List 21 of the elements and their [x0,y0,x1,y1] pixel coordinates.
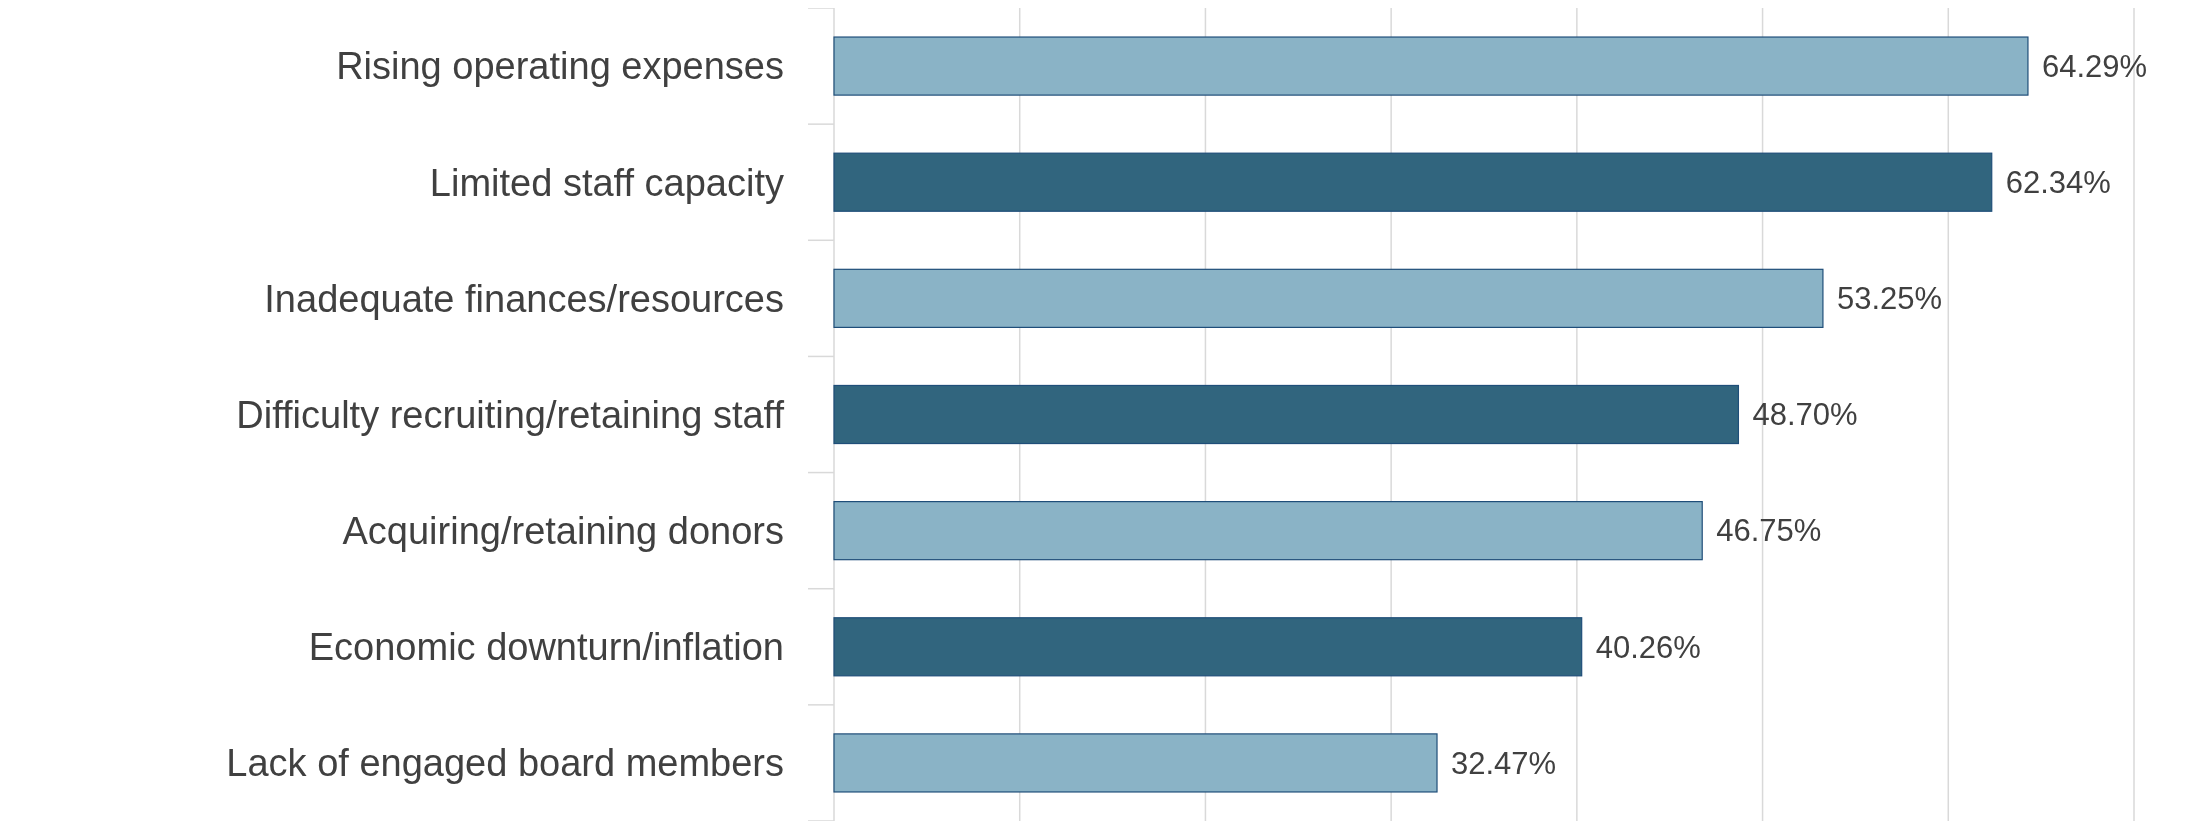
data-label: 40.26% [1595,629,1701,665]
bar [833,384,1740,445]
data-label: 64.29% [2041,48,2148,84]
bar [833,733,1438,793]
data-label: 62.34% [2005,165,2111,201]
y-tick-label: Economic downturn/inflation [308,626,784,669]
data-label: 48.70% [1752,397,1858,433]
y-tick-label: Inadequate finances/resources [264,277,784,320]
y-tick-label: Difficulty recruiting/retaining staff [236,393,785,436]
data-label: 53.25% [1836,281,1943,317]
bar [833,501,1703,561]
bar [833,617,1583,677]
y-tick-label: Limited staff capacity [429,161,784,204]
y-tick-label: Rising operating expenses [336,45,784,88]
bar [833,268,1824,328]
y-tick-label: Lack of engaged board members [226,742,784,785]
data-label: 32.47% [1451,745,1557,781]
bar [833,36,2029,96]
bar [833,152,1993,212]
y-tick-label: Acquiring/retaining donors [342,509,784,552]
data-label: 46.75% [1716,513,1822,549]
